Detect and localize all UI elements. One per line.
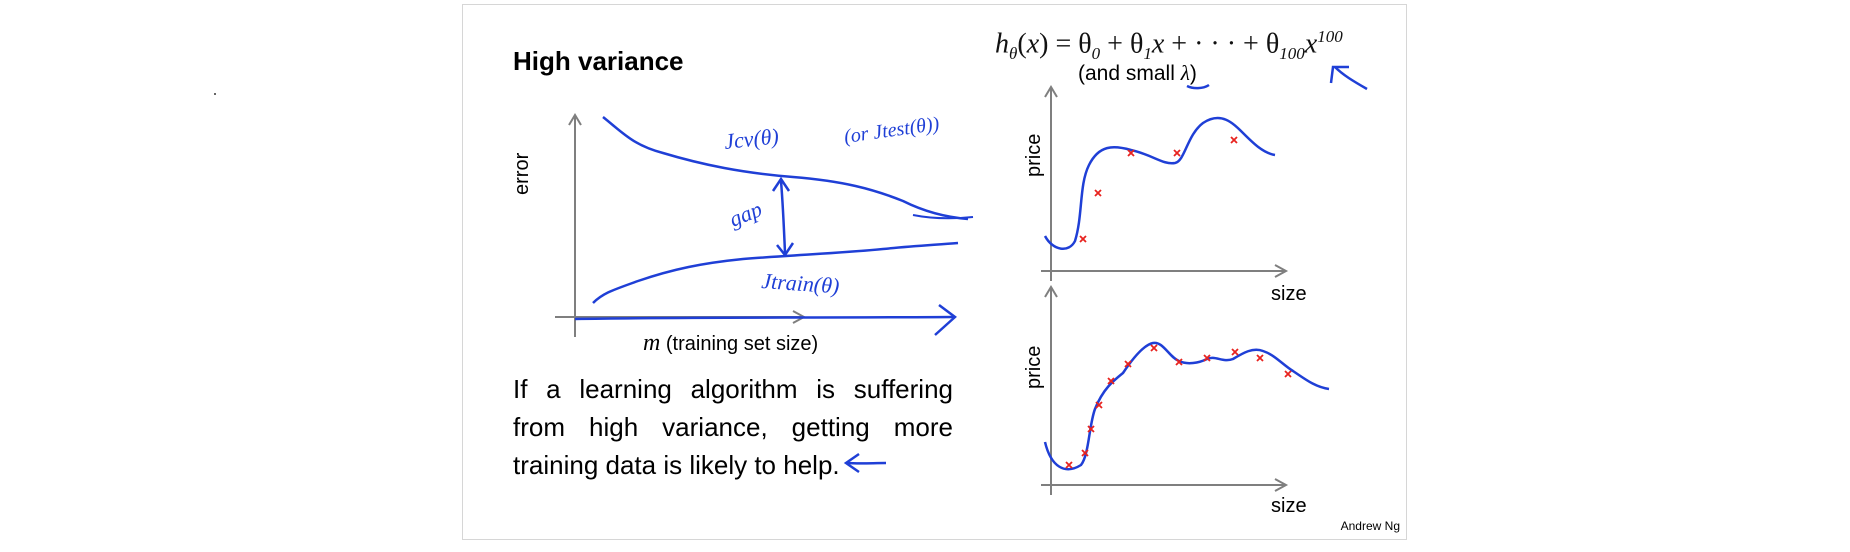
data-point xyxy=(1203,354,1211,362)
diagram-canvas: Jcv(θ) (or Jtest(θ)) gap Jtrain(θ) xyxy=(555,65,1368,495)
bottom-plot-axes xyxy=(1041,285,1289,495)
data-point xyxy=(1094,189,1102,197)
top-size-label: size xyxy=(1271,283,1307,305)
error-axis-label: error xyxy=(511,152,533,195)
data-point xyxy=(1065,461,1073,469)
data-point xyxy=(1231,348,1239,356)
x-axis-ink-arrowhead xyxy=(934,304,957,336)
data-point xyxy=(1256,354,1264,362)
x-axis-ink-arrow xyxy=(574,315,954,321)
top-price-label: price xyxy=(1023,133,1045,177)
jcv-label: Jcv(θ) xyxy=(723,123,780,154)
message-pointer-arrow xyxy=(843,452,887,474)
data-point xyxy=(1087,425,1095,433)
top-overfit-curve xyxy=(1043,116,1276,250)
lambda-underline xyxy=(1186,83,1210,90)
stray-dot xyxy=(214,93,216,95)
data-point xyxy=(1095,401,1103,409)
hypothesis-formula: hθ(x) = θ0 + θ1x + · · · + θ100x100 xyxy=(995,27,1343,63)
jtrain-label: Jtrain(θ) xyxy=(761,268,841,298)
jcv-tail xyxy=(912,214,974,220)
gap-arrow xyxy=(771,176,795,258)
jtest-label: (or Jtest(θ)) xyxy=(843,113,941,148)
bottom-size-label: size xyxy=(1271,495,1307,517)
top-plot-axes xyxy=(1041,85,1289,281)
bottom-price-label: price xyxy=(1023,345,1045,389)
author-credit: Andrew Ng xyxy=(1340,519,1400,533)
training-set-size-label: m (training set size) xyxy=(643,330,819,356)
data-point xyxy=(1127,149,1135,157)
message-text: If a learning algorithm is suffering fro… xyxy=(513,374,953,480)
bottom-data-points xyxy=(1065,344,1292,469)
slide-title: High variance xyxy=(513,46,684,76)
data-point xyxy=(1079,235,1087,243)
data-point xyxy=(1124,360,1132,368)
jcv-curve xyxy=(602,116,969,221)
jtrain-curve xyxy=(592,241,959,304)
lambda-note: (and small λ) xyxy=(1078,61,1197,85)
slide: High variance hθ(x) = θ0 + θ1x + · · · +… xyxy=(462,4,1407,540)
formula-pointer-arrow xyxy=(1329,65,1368,91)
gap-label: gap xyxy=(726,196,766,232)
data-point xyxy=(1081,449,1089,457)
data-point xyxy=(1175,358,1183,366)
data-point xyxy=(1284,370,1292,378)
data-point xyxy=(1107,377,1115,385)
top-data-points xyxy=(1079,136,1238,243)
data-point xyxy=(1173,149,1181,157)
data-point xyxy=(1230,136,1238,144)
data-point xyxy=(1150,344,1158,352)
